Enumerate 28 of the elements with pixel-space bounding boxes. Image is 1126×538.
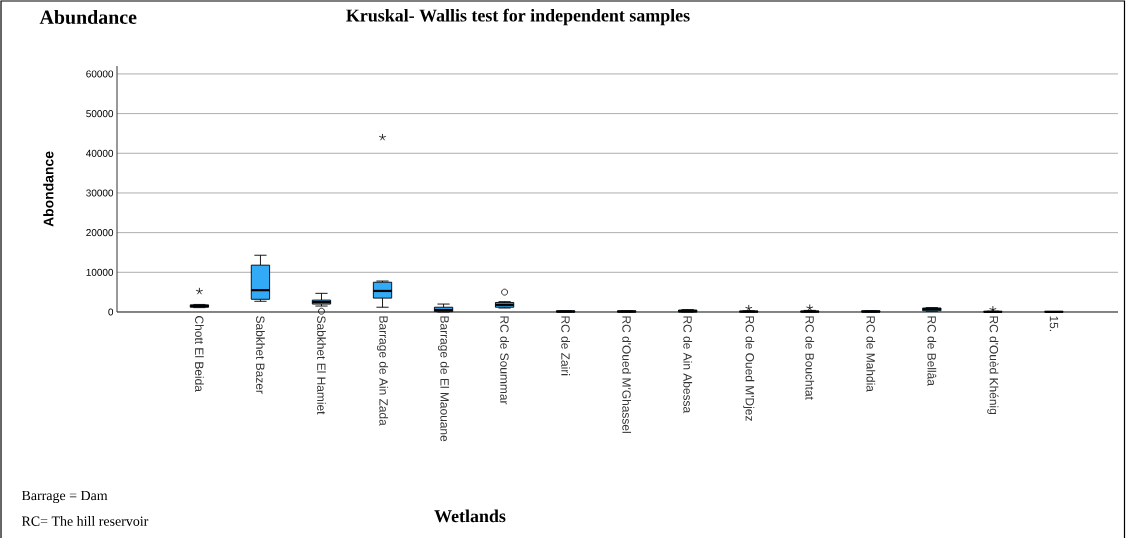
text: Barrage = Dam <box>21 490 108 504</box>
y-tick-label: 50000 <box>86 110 114 118</box>
x-tick-label: RC de Mahdia <box>866 316 876 392</box>
x-tick-label: RC de Zairi <box>561 316 571 376</box>
y-tick-label: 0 <box>108 308 114 316</box>
x-tick-label: RC de Bellâa <box>927 316 937 386</box>
x-tick-label: RC d'Oued M'Ghassel <box>622 316 632 433</box>
y-tick-label: 10000 <box>86 268 114 276</box>
y-axis-title: Abondance <box>43 151 54 227</box>
y-tick-label: 20000 <box>86 229 114 237</box>
chart-title: Kruskal- Wallis test for independent samples <box>346 8 690 26</box>
x-axis-title: Wetlands <box>434 509 506 523</box>
x-tick-label: 15. <box>1049 316 1059 332</box>
x-tick-label: Sabkhet Bazer <box>256 316 265 394</box>
x-tick-label: Barrage de Ain Zada <box>376 316 389 426</box>
y-tick-label: 30000 <box>86 189 114 197</box>
text: Abundance <box>39 9 137 25</box>
x-tick-label: RC de Soummar <box>500 316 509 405</box>
x-tick-label: RC de Ain Abessa <box>683 316 693 414</box>
x-tick-label: Sabkhet El Hamiet <box>317 316 326 415</box>
x-tick-label: RC de Bouchtat <box>805 316 815 400</box>
y-tick-label: 40000 <box>86 149 114 157</box>
x-tick-label: RC de Oued M'Djez <box>743 316 755 421</box>
text: RC= The hill reservoir <box>21 516 149 526</box>
y-tick-label: 60000 <box>86 70 114 78</box>
x-tick-label: RC d'Ouèd Khénig <box>987 316 999 415</box>
x-tick-label: Barrage de El Maouane <box>437 316 450 442</box>
x-tick-label: Chott El Beida <box>195 316 204 392</box>
